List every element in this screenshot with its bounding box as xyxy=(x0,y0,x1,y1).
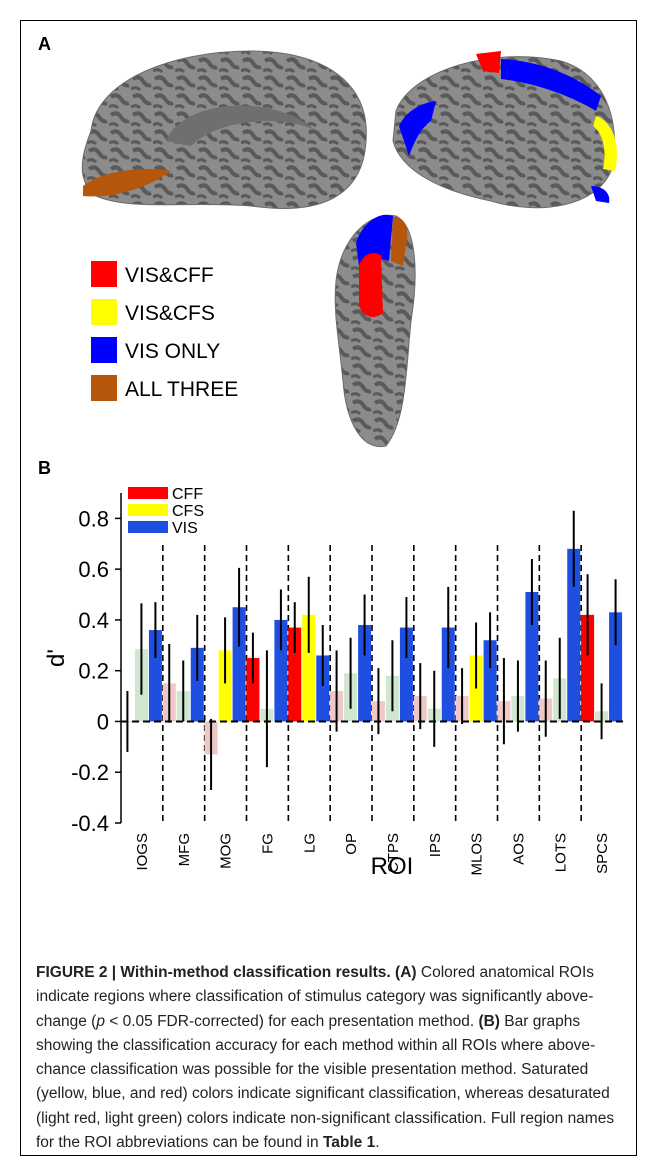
legend-label-4: ALL THREE xyxy=(125,378,238,401)
bar-LG-CFS xyxy=(302,614,316,722)
chart-legend-label-CFF: CFF xyxy=(172,486,203,503)
x-tick-label: OP xyxy=(343,833,360,855)
caption-title: FIGURE 2 | Within-method classification … xyxy=(36,964,391,981)
y-tick-label: -0.2 xyxy=(71,760,109,785)
x-tick-label: MFG xyxy=(176,833,193,866)
region-legend: VIS&CFF VIS&CFS VIS ONLY ALL THREE xyxy=(91,261,238,401)
bar-SPCS-VIS xyxy=(609,612,623,722)
chart-bars xyxy=(120,510,623,790)
x-tick-label: LOTS xyxy=(552,833,569,872)
x-tick-label: IPS xyxy=(427,833,444,857)
x-tick-label: IOGS xyxy=(134,833,151,871)
bar-MOG-CFS xyxy=(218,650,232,722)
legend-label-2: VIS&CFS xyxy=(125,302,215,325)
y-tick-label: 0 xyxy=(97,709,109,734)
chart-legend-swatch-CFS xyxy=(128,504,168,516)
bar-MLOS-CFS xyxy=(469,655,483,722)
caption-table-ref: Table 1 xyxy=(322,1134,376,1152)
brain-surface-illustration: VIS&CFF VIS&CFS VIS ONLY ALL THREE xyxy=(81,50,617,447)
bar-SPCS-CFF xyxy=(581,614,595,722)
bar-AOS-VIS xyxy=(525,592,539,722)
x-tick-label: MLOS xyxy=(469,833,486,876)
caption-part-a-text-2: < 0.05 FDR-corrected) for each presentat… xyxy=(104,1012,479,1030)
bar-chart: -0.4 -0.2 0 0.2 0.4 0.6 0.8 IOGS MFG MOG FG LG OP CTP… xyxy=(43,486,623,880)
y-tick-label: -0.4 xyxy=(71,811,109,836)
y-tick-label: 0.2 xyxy=(78,659,109,684)
legend-swatch-2 xyxy=(91,299,117,325)
x-tick-label: AOS xyxy=(510,833,527,865)
legend-label-1: VIS&CFF xyxy=(125,264,214,287)
x-tick-label: FG xyxy=(259,833,276,854)
y-tick-label: 0.4 xyxy=(78,608,109,633)
caption-p-symbol: p xyxy=(96,1012,105,1030)
panel-b-label: B xyxy=(38,458,51,478)
legend-swatch-4 xyxy=(91,375,117,401)
y-tick-label: 0.8 xyxy=(78,506,109,531)
chart-legend-label-VIS: VIS xyxy=(172,520,198,537)
y-tick-label: 0.6 xyxy=(78,557,109,582)
bar-IOGS-VIS xyxy=(148,630,162,722)
caption-part-b-text: Bar graphs showing the classification ac… xyxy=(36,1012,615,1152)
bar-FG-VIS xyxy=(274,619,288,722)
figure-caption: FIGURE 2 | Within-method classification … xyxy=(36,961,626,1155)
x-tick-label: LG xyxy=(301,833,318,853)
caption-part-b-label: (B) xyxy=(478,1012,500,1030)
bar-LG-CFF xyxy=(288,627,302,722)
bar-LG-VIS xyxy=(316,655,330,722)
bar-OP-VIS xyxy=(358,625,372,722)
y-axis-label: d' xyxy=(43,649,70,667)
x-axis-label: ROI xyxy=(371,853,414,880)
bar-MOG-VIS xyxy=(232,607,246,722)
legend-swatch-1 xyxy=(91,261,117,287)
bar-MFG-VIS xyxy=(190,647,204,722)
chart-legend-swatch-CFF xyxy=(128,487,168,499)
chart-dividers xyxy=(162,545,582,823)
legend-swatch-3 xyxy=(91,337,117,363)
medial-hemisphere xyxy=(81,50,367,209)
chart-legend-swatch-VIS xyxy=(128,521,168,533)
x-tick-label: MOG xyxy=(218,833,235,869)
panel-a-label: A xyxy=(38,34,51,54)
lateral-hemisphere xyxy=(392,51,617,209)
bar-FG-CFF xyxy=(246,658,260,722)
caption-part-a-text-1: Colored anatomical ROIs indicate regions… xyxy=(36,964,595,1030)
bar-IPS-VIS xyxy=(441,627,455,722)
bar-LOTS-VIS xyxy=(567,548,581,722)
figure-frame xyxy=(20,20,637,1156)
bar-MLOS-VIS xyxy=(483,640,497,722)
chart-legend-label-CFS: CFS xyxy=(172,503,204,520)
x-tick-label: SPCS xyxy=(594,833,611,874)
ventral-hemisphere xyxy=(334,214,416,447)
chart-axes: -0.4 -0.2 0 0.2 0.4 0.6 0.8 IOGS MFG MOG FG LG OP CTP… xyxy=(71,493,623,876)
caption-part-a-label: (A) xyxy=(395,964,417,981)
bar-CTPS-VIS xyxy=(399,627,413,722)
x-tick-label: CTPS xyxy=(385,833,402,873)
legend-label-3: VIS ONLY xyxy=(125,340,220,363)
caption-end: . xyxy=(375,1134,380,1152)
